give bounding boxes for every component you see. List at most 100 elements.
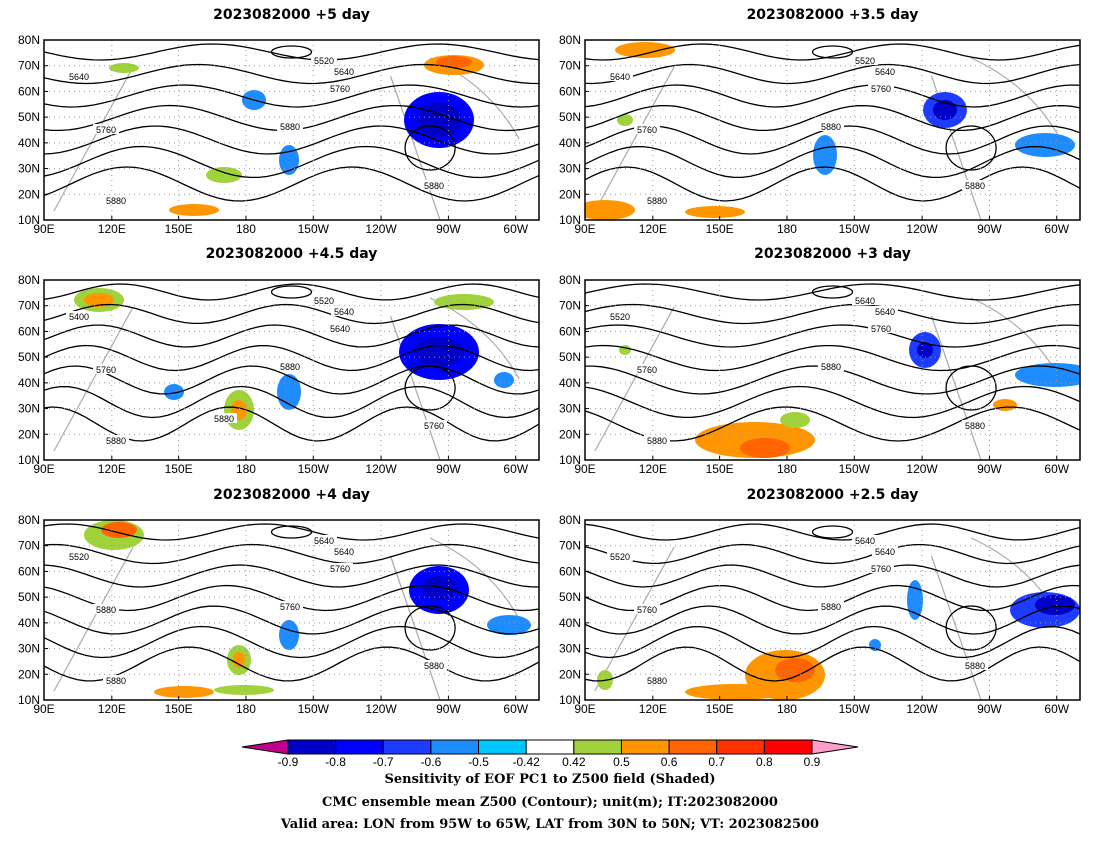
contour-label-bg: [103, 435, 129, 445]
z500-contour: [585, 564, 1080, 588]
z500-contour: [44, 646, 539, 682]
contour-label-bg: [421, 420, 447, 430]
contour-label-bg: [962, 180, 988, 190]
z500-contour: [585, 605, 1080, 635]
contour-label-bg: [331, 306, 357, 316]
lat-label: 50N: [18, 590, 40, 604]
lat-label: 40N: [18, 376, 40, 390]
sensitivity-shade: [436, 56, 472, 68]
contour-label: 5880: [821, 362, 841, 372]
contour-label-bg: [852, 295, 878, 305]
sensitivity-shade: [233, 652, 245, 668]
z500-contour: [585, 344, 1080, 372]
contour-label: 5880: [965, 661, 985, 671]
contour-label: 5640: [334, 547, 354, 557]
lon-label: 180: [236, 222, 256, 236]
lon-label: 150W: [839, 462, 871, 476]
contour-label-bg: [311, 55, 337, 65]
lon-label: 90E: [574, 222, 595, 236]
lon-label: 150W: [839, 222, 871, 236]
contour-label-bg: [852, 55, 878, 65]
lon-label: 120W: [365, 222, 397, 236]
contour-label-bg: [818, 601, 844, 611]
contour-label: 5880: [106, 196, 126, 206]
lat-label: 60N: [559, 84, 581, 98]
contour-label-bg: [331, 66, 357, 76]
colorbar-segment: [525, 739, 575, 755]
lat-label: 70N: [18, 59, 40, 73]
contour-label: 5640: [855, 296, 875, 306]
lon-label: 150W: [298, 462, 330, 476]
sensitivity-shade: [84, 293, 114, 307]
z500-contour: [44, 43, 539, 61]
coastline-asia: [53, 306, 134, 452]
lon-label: 90W: [977, 702, 1002, 716]
contour-label-bg: [103, 195, 129, 205]
contour-label: 5760: [637, 365, 657, 375]
z500-contour: [585, 625, 1080, 659]
lon-label: 60W: [1044, 222, 1069, 236]
coastline-america: [930, 75, 982, 220]
lon-label: 150E: [706, 222, 734, 236]
contour-label-bg: [872, 306, 898, 316]
sensitivity-shade: [101, 522, 137, 538]
z500-contour: [585, 63, 1080, 85]
lat-label: 10N: [18, 693, 40, 707]
z500-contour: [585, 324, 1080, 348]
contour-label-bg: [327, 323, 353, 333]
colorbar-tick-label: -0.7: [372, 755, 394, 769]
caption-line-3: Valid area: LON from 95W to 65W, LAT fro…: [280, 817, 820, 832]
contour-label-bg: [103, 675, 129, 685]
sensitivity-shade: [740, 438, 790, 458]
lat-label: 10N: [559, 453, 581, 467]
z500-contour-closed: [945, 365, 997, 411]
sensitivity-shade: [206, 167, 242, 183]
sensitivity-shade: [164, 384, 184, 400]
contour-label-bg: [311, 535, 337, 545]
lat-label: 20N: [559, 187, 581, 201]
lon-label: 150E: [165, 702, 193, 716]
contour-label: 5520: [314, 296, 334, 306]
contour-label: 5880: [424, 181, 444, 191]
sensitivity-shade: [585, 200, 635, 220]
contour-label-bg: [868, 563, 894, 573]
lon-label: 90W: [436, 702, 461, 716]
panel-title: 2023082000 +4 day: [213, 487, 370, 503]
sensitivity-shade: [615, 42, 675, 58]
sensitivity-shade: [414, 337, 464, 367]
map-frame: [43, 279, 540, 461]
z500-contour: [44, 145, 539, 179]
lat-label: 20N: [18, 187, 40, 201]
contour-label: 5520: [610, 552, 630, 562]
z500-contour: [44, 523, 539, 541]
lon-label: 60W: [1044, 462, 1069, 476]
colorbar-segment: [573, 739, 622, 755]
sensitivity-shade: [487, 615, 531, 635]
contour-label: 5880: [214, 414, 234, 424]
lat-label: 80N: [559, 273, 581, 287]
lat-label: 70N: [559, 539, 581, 553]
contour-label: 5880: [821, 122, 841, 132]
lon-label: 150W: [839, 702, 871, 716]
contour-label: 5880: [647, 676, 667, 686]
contour-label: 5760: [280, 602, 300, 612]
z500-contour: [44, 344, 539, 372]
colorbar: [241, 739, 859, 755]
z500-contour-closed: [270, 45, 313, 59]
z500-contour-closed: [945, 605, 997, 651]
contour-label: 5760: [871, 324, 891, 334]
contour-label: 5520: [314, 56, 334, 66]
sensitivity-shade: [279, 620, 299, 650]
contour-label: 5400: [69, 312, 89, 322]
contour-label: 5760: [96, 125, 116, 135]
lat-label: 50N: [18, 110, 40, 124]
colorbar-tick-label: 0.9: [803, 755, 821, 769]
contour-label-bg: [962, 420, 988, 430]
z500-contour: [585, 145, 1080, 179]
colorbar-tick-label: -0.42: [512, 755, 540, 769]
sensitivity-shade: [169, 204, 219, 216]
z500-contour-closed: [811, 285, 854, 299]
contour-label-bg: [634, 364, 660, 374]
